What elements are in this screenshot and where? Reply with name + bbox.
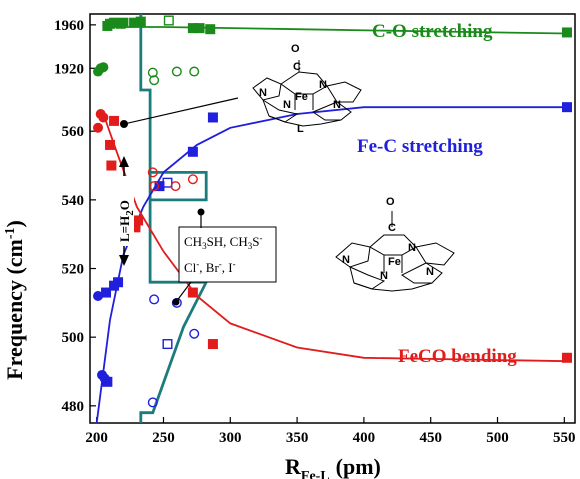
- co-open-circle-0: [147, 67, 158, 78]
- x-tick-label-5: 450: [419, 430, 442, 446]
- fec-open-square-1: [162, 339, 173, 350]
- bottom-y-tick-label-1: 500: [62, 330, 85, 346]
- x-tick-label-6: 500: [486, 430, 509, 446]
- x-tick-label-3: 350: [286, 430, 309, 446]
- struct-bottom-n2: N: [408, 242, 416, 254]
- co-filled-square-5: [129, 17, 140, 28]
- fec-filled-square-7: [187, 146, 198, 157]
- fec-filled-square-9: [561, 102, 572, 113]
- struct-top-n2: N: [319, 79, 327, 91]
- series-label-co: C-O stretching: [372, 21, 493, 42]
- fec-filled-circle-0: [93, 290, 104, 301]
- pointer-dot-box-top: [197, 208, 205, 216]
- feco-filled-square-1: [109, 115, 120, 126]
- feco-open-circle-0: [147, 167, 158, 178]
- struct-bottom-o: O: [386, 196, 395, 208]
- bottom-y-tick-label-2: 520: [62, 262, 85, 278]
- co-open-circle-3: [189, 66, 200, 77]
- co-filled-square-6: [135, 16, 146, 27]
- fec-filled-square-1: [101, 287, 112, 298]
- struct-top-n3: N: [283, 99, 291, 111]
- co-filled-square-10: [561, 27, 572, 38]
- curve-co: [103, 26, 568, 35]
- x-tick-label-1: 250: [152, 430, 175, 446]
- fec-open-circle-2: [171, 297, 182, 308]
- feco-filled-square-7: [207, 339, 218, 350]
- struct-bottom-n4: N: [426, 266, 434, 278]
- feco-filled-square-5: [133, 215, 144, 226]
- struct-bottom-c: C: [388, 222, 396, 234]
- struct-top-fe: Fe: [295, 91, 308, 103]
- porphyrin-structure-bottom: O C N N Fe N N: [335, 196, 455, 292]
- pointer-lines: [120, 97, 239, 306]
- ligand-annotation: L=H2O: [114, 156, 136, 266]
- struct-top-c: C: [293, 61, 301, 73]
- fec-filled-square-8: [207, 112, 218, 123]
- co-filled-circle-2: [98, 62, 109, 73]
- ligand-box: CH3SH, CH3S- Cl-, Br-, I-: [178, 226, 277, 283]
- bottom-y-tick-label-3: 540: [62, 193, 85, 209]
- feco-filled-circle-2: [98, 112, 109, 123]
- top-y-tick-label-1: 1960: [54, 18, 84, 34]
- feco-filled-square-0: [105, 139, 116, 150]
- struct-top-o: O: [291, 43, 300, 55]
- curve-feco: [102, 113, 568, 363]
- x-tick-label-2: 300: [219, 430, 242, 446]
- feco-filled-square-2: [106, 160, 117, 171]
- x-tick-label-4: 400: [353, 430, 376, 446]
- feco-open-circle-1: [149, 181, 160, 192]
- ligand-label: L=H2O: [117, 200, 136, 242]
- chart-marks: 200 250 300 350 400 450 500 550 1920 1960 480 500 52…: [54, 13, 576, 446]
- struct-top-n1: N: [259, 87, 267, 99]
- y-axis-title: Frequency (cm-1): [2, 220, 27, 380]
- bottom-y-tick-label-4: 560: [62, 124, 85, 140]
- co-open-square-0: [163, 15, 174, 26]
- x-tick-label-0: 200: [85, 430, 108, 446]
- feco-open-circle-2: [170, 181, 181, 192]
- fec-open-square-0: [162, 177, 173, 188]
- pointer-dot-top: [120, 120, 128, 128]
- bottom-y-tick-label-0: 480: [62, 399, 85, 415]
- top-y-tick-label-0: 1920: [54, 61, 84, 77]
- halide-text: Cl-, Br-, I-: [184, 259, 236, 275]
- pointer-dot-box-bottom: [172, 298, 180, 306]
- co-filled-square-2: [109, 17, 120, 28]
- fec-open-circle-1: [149, 294, 160, 305]
- feco-filled-square-6: [187, 287, 198, 298]
- fec-open-circle-0: [147, 397, 158, 408]
- series-label-fec: Fe-C stretching: [357, 136, 483, 157]
- struct-bottom-fe: Fe: [388, 256, 401, 268]
- co-filled-square-9: [205, 24, 216, 35]
- co-open-circle-2: [171, 66, 182, 77]
- series-label-feco: FeCO bending: [398, 346, 517, 367]
- feco-filled-square-8: [561, 352, 572, 363]
- feco-open-circle-3: [187, 174, 198, 185]
- x-axis-title: RFe-L (pm): [285, 454, 381, 479]
- co-filled-square-7: [187, 23, 198, 34]
- fec-filled-square-3: [113, 277, 124, 288]
- plot-frame: [89, 13, 576, 424]
- thiolate-text: CH3SH, CH3S-: [184, 233, 262, 251]
- porphyrin-structure-top: O C N N Fe N N L: [252, 43, 362, 135]
- co-filled-square-4: [118, 17, 129, 28]
- feco-filled-circle-0: [93, 122, 104, 133]
- struct-bottom-n3: N: [380, 270, 388, 282]
- co-filled-square-8: [194, 23, 205, 34]
- distance-bracket: [139, 14, 209, 423]
- fec-filled-square-6: [154, 181, 165, 192]
- fec-open-circle-3: [189, 328, 200, 339]
- fec-filled-circle-2: [99, 373, 110, 384]
- struct-top-l: L: [297, 123, 304, 135]
- co-open-circle-1: [149, 75, 160, 86]
- x-tick-label-7: 550: [553, 430, 576, 446]
- struct-bottom-n1: N: [342, 254, 350, 266]
- struct-top-n4: N: [333, 99, 341, 111]
- feco-filled-square-4: [130, 222, 141, 233]
